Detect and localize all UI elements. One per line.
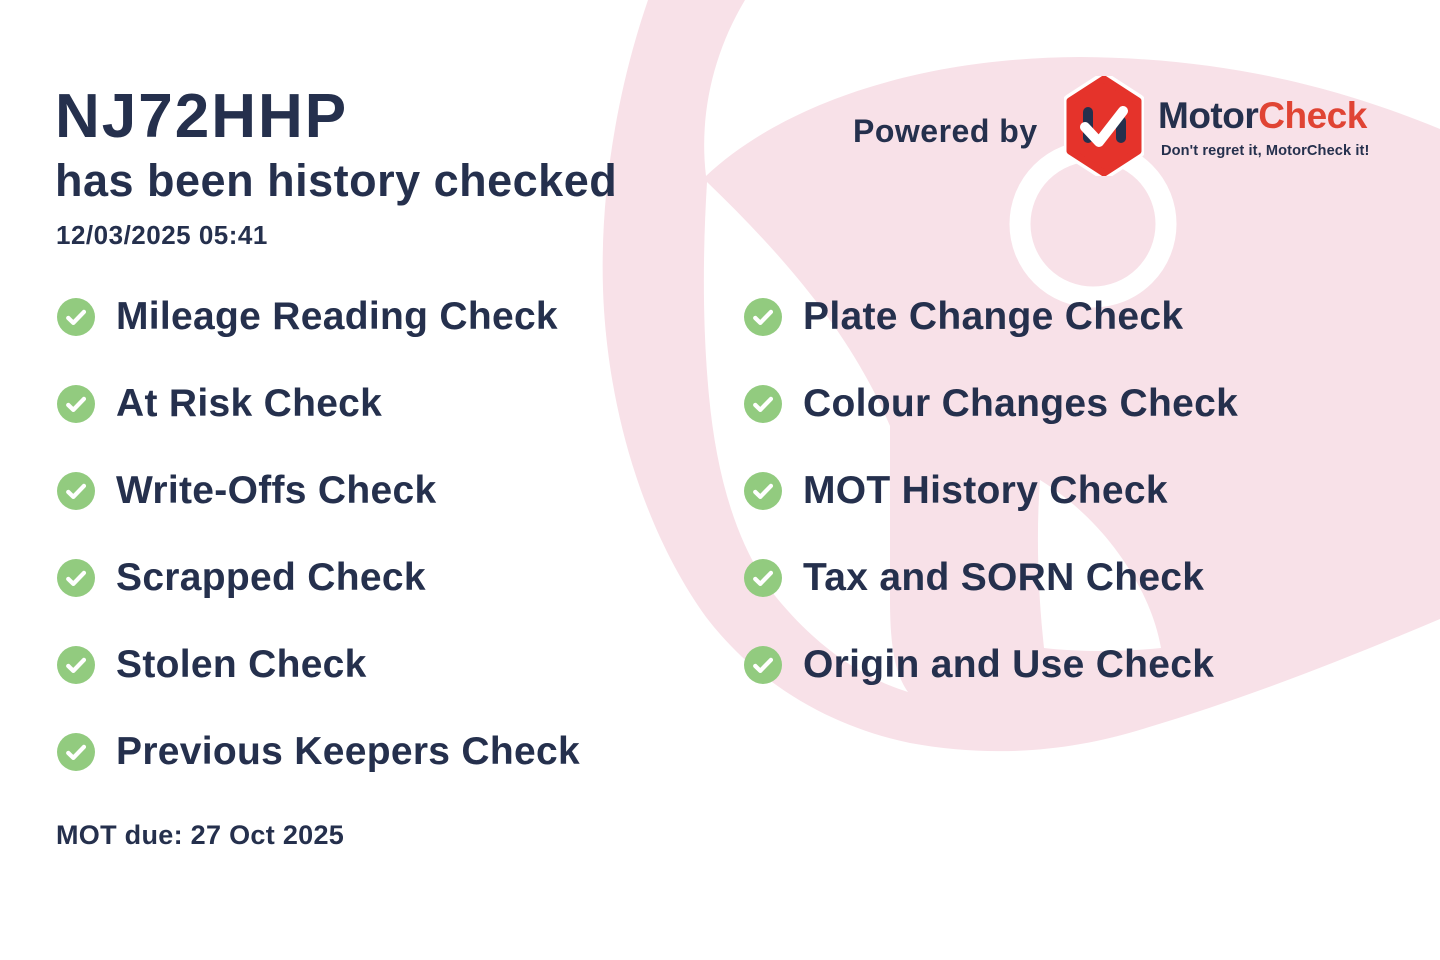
brand-tagline: Don't regret it, MotorCheck it! xyxy=(1161,143,1370,159)
check-circle-icon xyxy=(744,559,782,597)
checklist-item-label: Scrapped Check xyxy=(116,556,426,599)
check-circle-icon xyxy=(57,733,95,771)
checklist-item-label: At Risk Check xyxy=(116,382,383,425)
checklist-item-label: Plate Change Check xyxy=(803,295,1184,338)
check-circle-icon xyxy=(57,646,95,684)
check-circle-icon xyxy=(744,385,782,423)
mot-due-label: MOT due: 27 Oct 2025 xyxy=(56,820,345,850)
brand-motor: Motor xyxy=(1158,95,1259,136)
check-circle-icon xyxy=(57,472,95,510)
checklist-item-label: Write-Offs Check xyxy=(116,469,437,512)
checklist-item-label: Mileage Reading Check xyxy=(116,295,558,338)
check-circle-icon xyxy=(57,559,95,597)
checklist-right-column: Plate Change Check Colour Changes Check xyxy=(744,295,1238,687)
powered-by-label: Powered by xyxy=(853,113,1038,149)
check-circle-icon xyxy=(57,385,95,423)
checklist-item: Colour Changes Check xyxy=(744,382,1238,426)
checklist-item: Write-Offs Check xyxy=(57,469,580,513)
checklist-item-label: Previous Keepers Check xyxy=(116,730,580,773)
page-title: has been history checked xyxy=(55,155,618,206)
checklist-item: Stolen Check xyxy=(57,643,580,687)
checklist-item-label: Colour Changes Check xyxy=(803,382,1239,425)
check-circle-icon xyxy=(57,298,95,336)
checklist-item-label: Stolen Check xyxy=(116,643,367,686)
checklist-item-label: Tax and SORN Check xyxy=(803,556,1205,599)
check-circle-icon xyxy=(744,298,782,336)
checklist-item-label: MOT History Check xyxy=(803,469,1168,512)
brand-wordmark: MotorCheck xyxy=(1158,95,1367,137)
check-circle-icon xyxy=(744,472,782,510)
logo-check-stroke xyxy=(1080,106,1128,147)
checklist-item: Scrapped Check xyxy=(57,556,580,600)
checklist-item: Tax and SORN Check xyxy=(744,556,1238,600)
brand-check: Check xyxy=(1258,95,1367,136)
checklist-item: Plate Change Check xyxy=(744,295,1238,339)
check-timestamp: 12/03/2025 05:41 xyxy=(56,220,268,250)
checklist-item: Mileage Reading Check xyxy=(57,295,580,339)
checklist-item: Origin and Use Check xyxy=(744,643,1238,687)
check-circle-icon xyxy=(744,646,782,684)
checklist-item: Previous Keepers Check xyxy=(57,730,580,774)
checklist-item: At Risk Check xyxy=(57,382,580,426)
registration-plate: NJ72HHP xyxy=(55,82,349,151)
checklist-left-column: Mileage Reading Check At Risk Check xyxy=(57,295,580,774)
checklist-item-label: Origin and Use Check xyxy=(803,643,1215,686)
checklist-item: MOT History Check xyxy=(744,469,1238,513)
motorcheck-hexagon-logo xyxy=(1063,72,1145,180)
